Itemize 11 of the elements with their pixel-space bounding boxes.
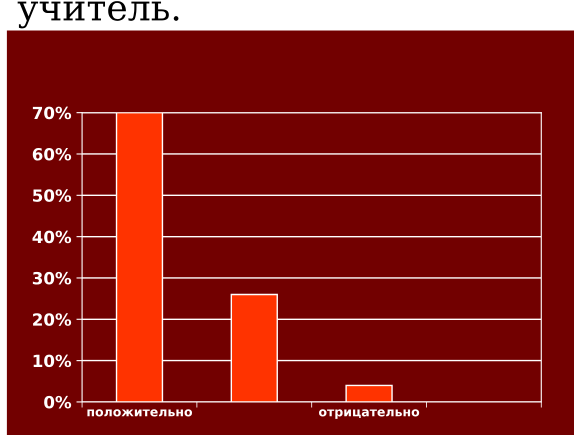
- x-tick-label: положительно: [87, 409, 192, 416]
- y-tick-label: 10%: [34, 354, 72, 368]
- x-tick-label: отрицательно: [318, 409, 420, 419]
- y-tick-label: 20%: [33, 313, 72, 326]
- chart-title: учитель.: [18, 1, 178, 28]
- y-tick-label: 30%: [32, 272, 72, 285]
- y-tick-label: 60%: [32, 148, 72, 161]
- y-tick-label: 40%: [32, 230, 72, 244]
- y-tick-label: 0%: [44, 396, 72, 409]
- y-tick-label: 70%: [32, 106, 72, 120]
- y-tick-label: 50%: [33, 189, 72, 202]
